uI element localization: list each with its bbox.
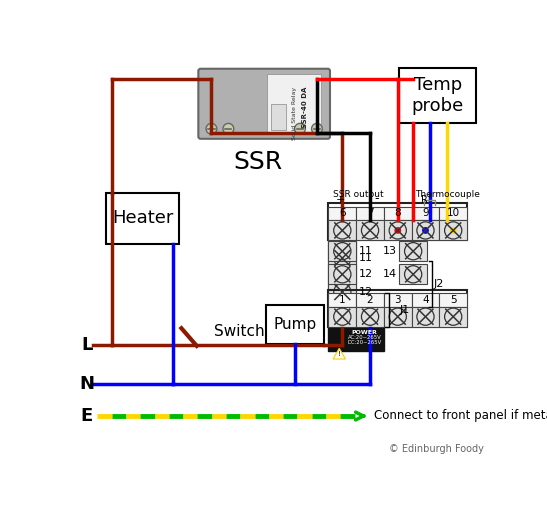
Bar: [356, 293, 384, 306]
Text: Solid State Relay: Solid State Relay: [292, 87, 296, 140]
Bar: [266, 305, 324, 344]
Text: 8: 8: [394, 209, 401, 218]
Text: Connect to front panel if metal: Connect to front panel if metal: [374, 409, 547, 422]
FancyBboxPatch shape: [199, 68, 330, 139]
Text: Thermocouple: Thermocouple: [415, 190, 480, 199]
Bar: [356, 306, 384, 327]
Bar: [412, 293, 439, 306]
Bar: [328, 328, 384, 351]
Text: DC:20~265V: DC:20~265V: [347, 339, 382, 345]
Circle shape: [223, 124, 234, 134]
Text: L: L: [81, 336, 92, 354]
Bar: [384, 207, 412, 220]
Text: 2: 2: [366, 295, 374, 305]
Bar: [412, 207, 439, 220]
Circle shape: [395, 228, 400, 233]
Text: 13: 13: [383, 246, 397, 256]
Circle shape: [451, 228, 456, 233]
Text: Heater: Heater: [112, 210, 173, 228]
Bar: [439, 306, 467, 327]
Text: 11: 11: [358, 246, 373, 256]
Bar: [328, 306, 356, 327]
Text: 3: 3: [394, 295, 401, 305]
Circle shape: [423, 228, 428, 233]
Bar: [439, 293, 467, 306]
Text: 11: 11: [358, 253, 373, 263]
Bar: [328, 241, 356, 261]
Text: 12: 12: [358, 287, 373, 297]
Bar: [106, 193, 179, 244]
Text: 9: 9: [422, 209, 429, 218]
Bar: [384, 306, 412, 327]
Bar: [356, 207, 384, 220]
Text: R: R: [421, 195, 428, 205]
Bar: [328, 241, 356, 275]
Text: E: E: [80, 407, 93, 425]
Bar: [328, 207, 356, 220]
Text: SSR output: SSR output: [333, 190, 383, 199]
Text: +: +: [336, 195, 346, 205]
Bar: [439, 207, 467, 220]
Bar: [384, 293, 412, 306]
Bar: [271, 104, 286, 130]
Text: -: -: [374, 192, 379, 205]
Bar: [328, 275, 356, 309]
Bar: [328, 290, 467, 327]
Circle shape: [312, 124, 322, 134]
Text: 7: 7: [366, 209, 374, 218]
Text: 10: 10: [447, 209, 460, 218]
Circle shape: [206, 124, 217, 134]
Bar: [412, 306, 439, 327]
Bar: [356, 220, 384, 241]
Circle shape: [295, 124, 305, 134]
Text: J2: J2: [434, 279, 444, 289]
Bar: [439, 220, 467, 241]
Text: 1: 1: [339, 295, 346, 305]
Bar: [328, 293, 356, 306]
Text: 14: 14: [383, 269, 397, 279]
Bar: [399, 68, 476, 124]
Bar: [328, 241, 356, 275]
Polygon shape: [333, 348, 345, 359]
Text: SSR: SSR: [234, 150, 283, 174]
Bar: [399, 241, 427, 261]
Bar: [328, 264, 356, 284]
Bar: [328, 275, 356, 309]
Text: 4: 4: [422, 295, 429, 305]
Text: AC:20~265V: AC:20~265V: [348, 335, 381, 340]
Text: Switch: Switch: [214, 324, 264, 339]
Text: SSR-40 DA: SSR-40 DA: [302, 87, 308, 128]
Bar: [328, 203, 467, 241]
Text: 5: 5: [450, 295, 457, 305]
Bar: [328, 220, 356, 241]
Text: N: N: [79, 374, 94, 392]
Bar: [412, 220, 439, 241]
Text: 6: 6: [339, 209, 346, 218]
Text: J1: J1: [399, 305, 410, 315]
Bar: [267, 74, 321, 133]
Text: POWER: POWER: [352, 330, 377, 335]
Bar: [399, 264, 427, 284]
Text: 12: 12: [358, 269, 373, 279]
Text: Temp
probe: Temp probe: [412, 76, 464, 115]
Text: !: !: [338, 351, 341, 357]
Bar: [384, 220, 412, 241]
Text: © Edinburgh Foody: © Edinburgh Foody: [389, 444, 484, 455]
Text: Pump: Pump: [274, 317, 317, 332]
